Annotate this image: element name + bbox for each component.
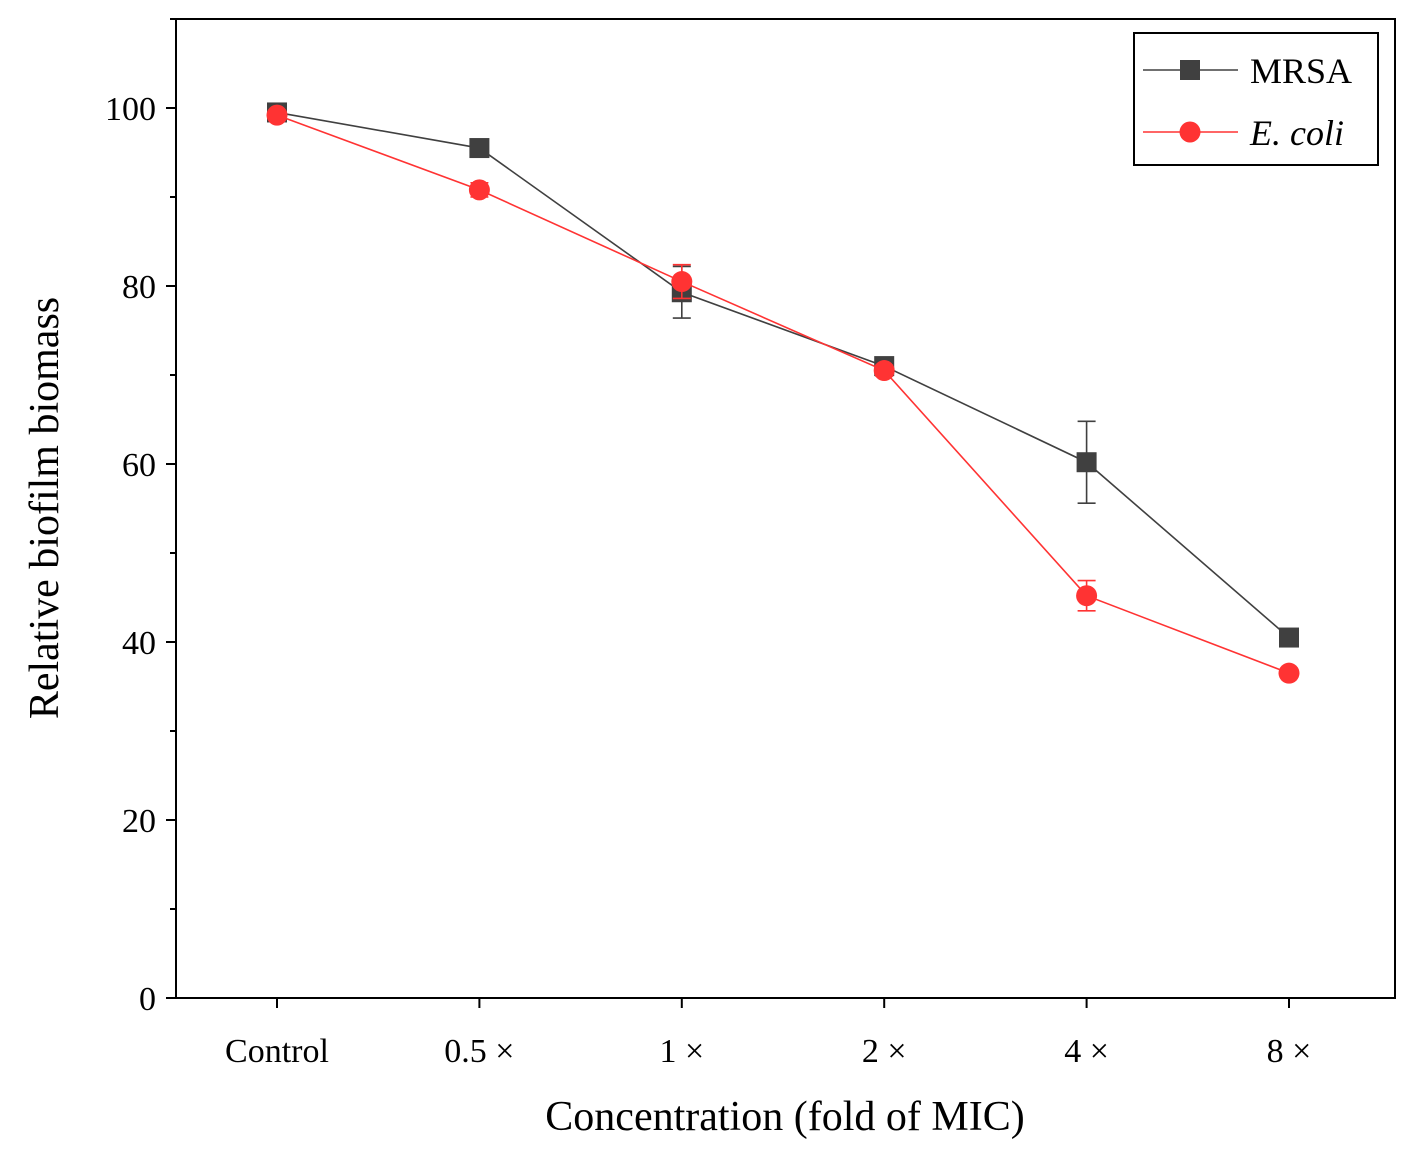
legend-marker <box>1179 121 1201 143</box>
data-point <box>873 360 895 382</box>
series-mrsa-line <box>276 111 1290 639</box>
y-tick-label: 80 <box>122 269 156 306</box>
data-point <box>469 138 490 159</box>
data-point <box>468 179 490 201</box>
y-tick-label: 0 <box>139 981 156 1018</box>
y-tick-label: 100 <box>105 91 156 128</box>
series-ecoli-line <box>276 114 1290 674</box>
legend-label: MRSA <box>1250 51 1352 91</box>
data-point <box>1278 662 1300 684</box>
y-tick-label: 40 <box>122 625 156 662</box>
data-point <box>1076 585 1098 607</box>
data-point <box>671 271 693 293</box>
x-tick-label: 8 × <box>1267 1033 1312 1070</box>
y-axis-title: Relative biofilm biomass <box>22 297 68 719</box>
legend-item-ecoli: E. coli <box>1143 113 1344 153</box>
x-axis: Control 0.5 × 1 × 2 × 4 × 8 × <box>225 998 1311 1070</box>
y-tick-label: 20 <box>122 803 156 840</box>
series-layer <box>266 102 1300 684</box>
y-axis: 0 20 40 60 80 100 <box>105 18 176 1018</box>
legend-label: E. coli <box>1249 113 1344 153</box>
legend-marker <box>1180 60 1200 80</box>
legend-item-mrsa: MRSA <box>1143 51 1352 91</box>
legend: MRSA E. coli <box>1133 32 1379 166</box>
series-ecoli <box>266 104 1300 684</box>
y-tick-label: 60 <box>122 447 156 484</box>
data-point <box>266 104 288 126</box>
x-axis-title: Concentration (fold of MIC) <box>545 1094 1024 1140</box>
x-tick-label: 0.5 × <box>444 1033 514 1070</box>
x-tick-label: 4 × <box>1064 1033 1109 1070</box>
x-tick-label: 1 × <box>659 1033 704 1070</box>
x-tick-label: Control <box>225 1033 329 1070</box>
legend-box <box>1133 32 1379 166</box>
x-tick-label: 2 × <box>862 1033 907 1070</box>
data-point <box>1279 627 1299 648</box>
series-mrsa <box>267 102 1299 648</box>
data-point <box>1076 452 1097 473</box>
plot-frame <box>175 18 1396 999</box>
